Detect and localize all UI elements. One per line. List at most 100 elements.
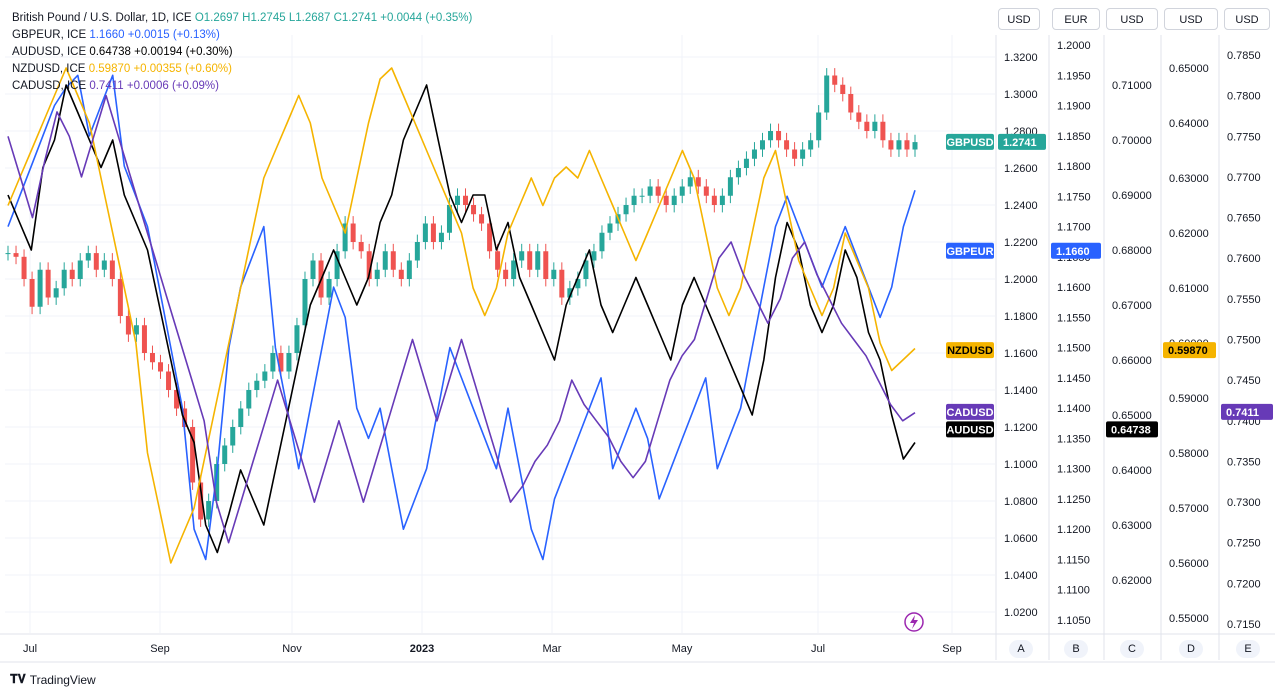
- gbpusd-candle: [358, 242, 364, 252]
- legend-gbpusd-name: British Pound / U.S. Dollar, 1D, ICE: [12, 12, 192, 24]
- axis-b-tick-label: 1.2000: [1057, 40, 1091, 52]
- gbpusd-candle: [310, 260, 316, 279]
- gbpusd-candle: [848, 94, 854, 113]
- legend-gbpusd-l: L1.2687: [288, 12, 331, 24]
- axis-e-tick-label: 0.7700: [1227, 172, 1261, 184]
- x-tick-label: Mar: [543, 643, 562, 655]
- axis-b-tick-label: 1.1500: [1057, 343, 1091, 355]
- currency-tab-a[interactable]: USD: [998, 8, 1040, 30]
- gbpusd-candle: [374, 269, 380, 279]
- gbpusd-candle: [639, 195, 645, 197]
- axis-c-tick-label: 0.66000: [1112, 355, 1152, 367]
- gbpusd-candle: [743, 158, 749, 168]
- footer: 𝐓𝐕 TradingView: [10, 672, 96, 687]
- axis-b-tick-label: 1.1450: [1057, 373, 1091, 385]
- axis-b-tick-label: 1.1100: [1057, 585, 1090, 597]
- axis-d-tick-label: 0.56000: [1169, 558, 1209, 570]
- gbpusd-candle: [479, 214, 485, 224]
- gbpusd-candle: [302, 279, 308, 326]
- axis-c-tick-label: 0.68000: [1112, 245, 1152, 257]
- gbpusd-candle: [711, 195, 717, 205]
- axis-e-tick-label: 0.7800: [1227, 91, 1261, 103]
- lightning-icon[interactable]: [904, 612, 924, 632]
- audusd-tag-bg: [946, 421, 994, 438]
- axis-d-tick-label: 0.58000: [1169, 448, 1209, 460]
- legend-gbpeur-value: 1.1660: [89, 29, 125, 41]
- gbpusd-candle: [567, 288, 573, 298]
- audusd-value-label: 0.64738: [1111, 424, 1151, 436]
- gbpusd-candle: [45, 269, 51, 298]
- nzdusd-value-label: 0.59870: [1168, 345, 1208, 357]
- gbpusd-candle: [69, 269, 75, 279]
- gbpusd-candle: [727, 177, 733, 196]
- axis-c-tick-label: 0.70000: [1112, 135, 1152, 147]
- cadusd-value-label: 0.7411: [1226, 407, 1259, 419]
- gbpusd-candle: [687, 177, 693, 187]
- x-tick-label: Nov: [282, 643, 302, 655]
- currency-tab-b[interactable]: EUR: [1052, 8, 1100, 30]
- axis-letter-d[interactable]: D: [1179, 640, 1203, 658]
- gbpusd-candle: [623, 205, 629, 215]
- legend-cadusd-change: +0.0006 (+0.09%): [126, 80, 219, 92]
- legend-row-nzdusd[interactable]: NZDUSD, ICE 0.59870 +0.00355 (+0.60%): [12, 61, 472, 78]
- legend-row-audusd[interactable]: AUDUSD, ICE 0.64738 +0.00194 (+0.30%): [12, 44, 472, 61]
- gbpusd-candle: [551, 269, 557, 279]
- gbpusd-candle: [414, 242, 420, 261]
- gbpusd-candle: [904, 140, 910, 150]
- gbpusd-candle: [575, 279, 581, 289]
- currency-tab-c[interactable]: USD: [1106, 8, 1158, 30]
- currency-tab-d[interactable]: USD: [1164, 8, 1218, 30]
- legend-audusd-name: AUDUSD, ICE: [12, 46, 87, 58]
- axis-b-tick-label: 1.1800: [1057, 161, 1091, 173]
- gbpusd-candle: [543, 251, 549, 279]
- gbpusd-candle: [695, 177, 701, 187]
- axis-e-tick-label: 0.7500: [1227, 335, 1261, 347]
- gbpusd-candle: [808, 140, 814, 150]
- legend-row-gbpusd[interactable]: British Pound / U.S. Dollar, 1D, ICE O1.…: [12, 10, 472, 27]
- legend-row-gbpeur[interactable]: GBPEUR, ICE 1.1660 +0.0015 (+0.13%): [12, 27, 472, 44]
- gbpusd-candle: [559, 269, 565, 298]
- nzdusd-tag-label: NZDUSD: [947, 345, 993, 357]
- axis-b-tick-label: 1.1400: [1057, 403, 1091, 415]
- axis-e-tick-label: 0.7450: [1227, 375, 1261, 387]
- gbpusd-candle: [93, 253, 99, 270]
- gbpusd-candle: [776, 131, 782, 141]
- gbpusd-candle: [174, 390, 180, 409]
- axis-letter-b[interactable]: B: [1064, 640, 1088, 658]
- gbpusd-value-label: 1.2741: [1003, 137, 1037, 149]
- audusd-value-badge: [1106, 421, 1158, 438]
- axis-letter-c[interactable]: C: [1120, 640, 1144, 658]
- gbpusd-value-badge: [998, 133, 1046, 150]
- x-tick-label: Jul: [23, 643, 37, 655]
- gbpusd-candle: [334, 251, 340, 279]
- gbpusd-candle: [270, 353, 276, 372]
- axis-e-tick-label: 0.7600: [1227, 253, 1261, 265]
- axis-c-tick-label: 0.63000: [1112, 520, 1152, 532]
- axis-b-tick-label: 1.1900: [1057, 101, 1091, 113]
- footer-brand: TradingView: [29, 672, 96, 687]
- legend-nzdusd-value: 0.59870: [88, 63, 131, 75]
- axis-letter-a[interactable]: A: [1009, 640, 1033, 658]
- gbpusd-candle: [438, 232, 444, 242]
- gbpusd-candle: [703, 186, 709, 196]
- gbpusd-candle: [238, 408, 244, 427]
- gbpusd-candle: [422, 223, 428, 242]
- gbpusd-candle: [141, 325, 147, 353]
- gbpusd-candle: [792, 149, 798, 159]
- gbpusd-candle: [896, 140, 902, 150]
- axis-letter-e[interactable]: E: [1236, 640, 1260, 658]
- axis-e-tick-label: 0.7750: [1227, 131, 1261, 143]
- gbpusd-candle: [487, 223, 493, 252]
- gbpusd-candle: [784, 140, 790, 150]
- axis-a-tick-label: 1.1200: [1004, 422, 1038, 434]
- legend-row-cadusd[interactable]: CADUSD, ICE 0.7411 +0.0006 (+0.09%): [12, 78, 472, 95]
- axis-a-tick-label: 1.2200: [1004, 237, 1038, 249]
- legend-gbpeur-change: +0.0015 (+0.13%): [127, 29, 220, 41]
- gbpusd-candle: [824, 75, 830, 113]
- gbpusd-candle: [768, 131, 774, 141]
- legend: British Pound / U.S. Dollar, 1D, ICE O1.…: [12, 10, 472, 95]
- currency-tab-e[interactable]: USD: [1224, 8, 1270, 30]
- gbpeur-value-badge: [1051, 242, 1101, 259]
